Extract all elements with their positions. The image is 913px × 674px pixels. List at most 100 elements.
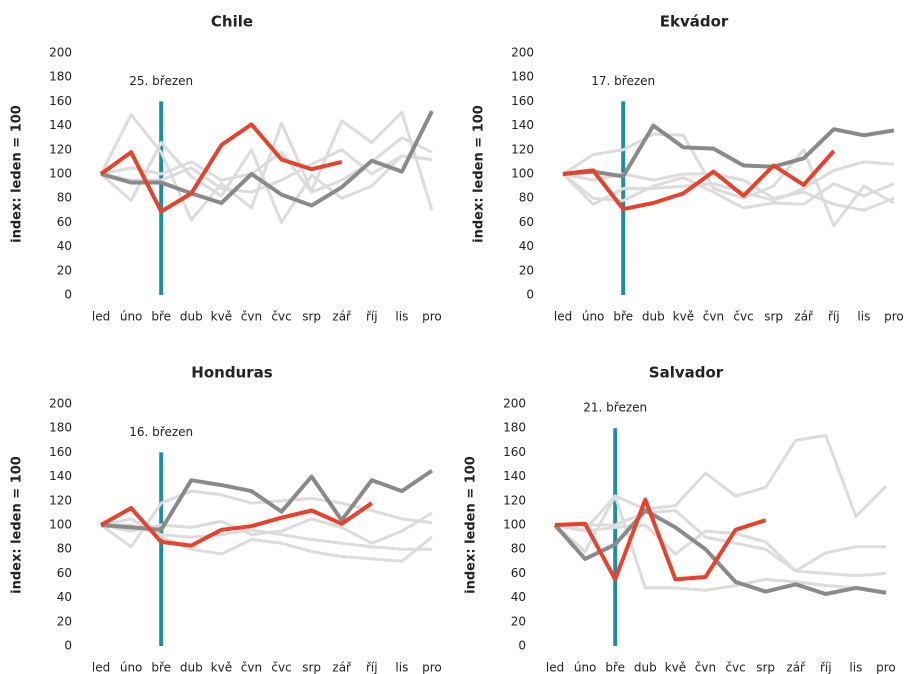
series-line — [554, 494, 887, 594]
chart-panel: Chile index: leden = 100 0 20 40 60 80 100 120 14… — [10, 13, 442, 324]
series-line — [555, 509, 887, 578]
y-tick-label: 80 — [57, 542, 72, 556]
y-tick-label: 80 — [511, 542, 526, 556]
x-tick-label: čvc — [733, 310, 753, 324]
x-tick-label: pro — [422, 661, 442, 674]
x-tick-label: čvc — [271, 661, 291, 674]
x-tick-label: čvn — [695, 661, 716, 674]
series-line — [562, 132, 895, 228]
x-tick-label: úno — [120, 661, 143, 674]
x-tick-label: čvn — [703, 310, 724, 324]
y-tick-label: 60 — [511, 566, 526, 580]
x-tick-label: srp — [756, 661, 775, 674]
x-tick-label: lis — [849, 661, 862, 674]
y-tick-label: 120 — [503, 493, 526, 507]
series-line — [101, 523, 432, 551]
x-tick-label: úno — [574, 661, 597, 674]
y-tick-label: 200 — [49, 46, 72, 60]
x-tick-label: dub — [642, 310, 665, 324]
chart-title: Honduras — [191, 364, 272, 382]
x-tick-label: kvě — [673, 310, 694, 324]
x-tick-label: zář — [332, 661, 352, 674]
series-line — [100, 501, 373, 548]
chart-panel: Honduras index: leden = 100 0 20 40 60 80 100 12… — [10, 364, 442, 674]
y-tick-label: 40 — [519, 239, 534, 253]
x-tick-label: říj — [820, 661, 832, 674]
x-tick-label: zář — [332, 310, 352, 324]
y-tick-label: 60 — [57, 566, 72, 580]
series-line — [100, 468, 434, 532]
y-tick-label: 160 — [49, 94, 72, 108]
y-tick-label: 120 — [49, 142, 72, 156]
annotation-label: 25. březen — [129, 74, 193, 88]
y-tick-label: 40 — [57, 239, 72, 253]
series-line — [561, 160, 895, 206]
x-tick-label: lis — [395, 661, 408, 674]
y-axis-label: index: leden = 100 — [10, 456, 25, 594]
y-tick-label: 40 — [511, 590, 526, 604]
y-tick-label: 20 — [519, 263, 534, 277]
y-tick-label: 60 — [57, 215, 72, 229]
x-tick-label: led — [554, 310, 572, 324]
x-tick-label: dub — [634, 661, 657, 674]
chart-panel: Salvador index: leden = 100 0 20 40 60 80 100 12… — [464, 364, 896, 674]
y-tick-label: 200 — [49, 397, 72, 411]
y-tick-label: 80 — [519, 191, 534, 205]
x-tick-label: zář — [794, 310, 814, 324]
y-tick-label: 40 — [57, 590, 72, 604]
x-tick-label: pro — [876, 661, 896, 674]
series-line — [554, 434, 888, 554]
x-tick-label: říj — [366, 661, 378, 674]
x-tick-label: pro — [422, 310, 442, 324]
y-tick-label: 160 — [503, 445, 526, 459]
x-tick-label: zář — [786, 661, 806, 674]
x-tick-label: úno — [120, 310, 143, 324]
x-tick-label: pro — [884, 310, 904, 324]
y-tick-label: 0 — [518, 639, 526, 653]
chart-panel: Ekvádor index: leden = 100 0 20 40 60 80 100 120… — [472, 13, 904, 324]
x-tick-label: čvc — [725, 661, 745, 674]
x-tick-label: lis — [395, 310, 408, 324]
y-tick-label: 200 — [503, 397, 526, 411]
y-tick-label: 140 — [511, 118, 534, 132]
series-line — [99, 110, 434, 222]
y-tick-label: 100 — [503, 518, 526, 532]
series-line — [553, 508, 887, 596]
y-tick-label: 160 — [511, 94, 534, 108]
x-tick-label: bře — [151, 661, 171, 674]
x-tick-label: dub — [180, 661, 203, 674]
annotation-label: 21. březen — [583, 401, 647, 415]
x-tick-label: bře — [605, 661, 625, 674]
x-tick-label: srp — [764, 310, 783, 324]
y-tick-label: 180 — [49, 421, 72, 435]
y-tick-label: 120 — [49, 493, 72, 507]
x-tick-label: kvě — [211, 310, 232, 324]
chart-title: Ekvádor — [660, 13, 729, 31]
y-tick-label: 180 — [511, 70, 534, 84]
series-line — [554, 523, 886, 573]
series-line — [100, 110, 434, 208]
annotation-label: 16. březen — [129, 425, 193, 439]
y-tick-label: 0 — [526, 288, 534, 302]
y-tick-label: 100 — [49, 167, 72, 181]
y-tick-label: 140 — [49, 118, 72, 132]
chart-title: Salvador — [649, 364, 724, 382]
y-tick-label: 160 — [49, 445, 72, 459]
y-tick-label: 180 — [49, 70, 72, 84]
annotation-label: 17. březen — [591, 74, 655, 88]
y-tick-label: 140 — [503, 469, 526, 483]
x-tick-label: kvě — [665, 661, 686, 674]
x-tick-label: říj — [366, 310, 378, 324]
y-tick-label: 100 — [49, 518, 72, 532]
x-tick-label: čvn — [241, 310, 262, 324]
y-tick-label: 140 — [49, 469, 72, 483]
y-tick-label: 20 — [57, 614, 72, 628]
x-tick-label: lis — [857, 310, 870, 324]
x-tick-label: led — [92, 661, 110, 674]
y-axis-label: index: leden = 100 — [464, 456, 479, 594]
chart-title: Chile — [211, 13, 253, 31]
x-tick-label: čvn — [241, 661, 262, 674]
series-line — [562, 172, 895, 210]
x-tick-label: led — [546, 661, 564, 674]
